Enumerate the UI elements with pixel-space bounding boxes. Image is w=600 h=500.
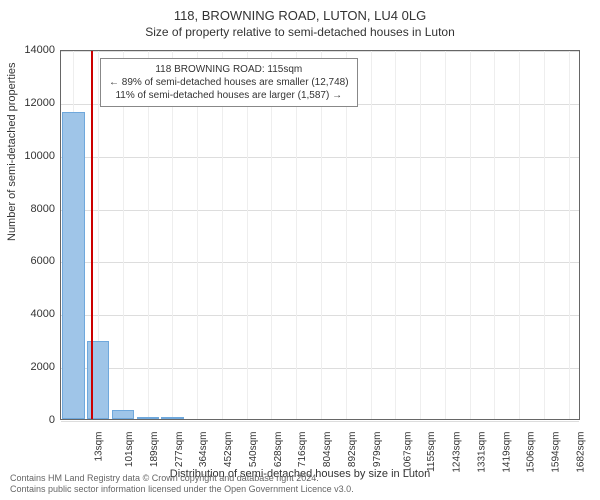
- x-tick-label: 364sqm: [199, 432, 210, 468]
- x-tick-label: 189sqm: [149, 432, 160, 468]
- gridline-v: [544, 51, 545, 419]
- gridline-v: [395, 51, 396, 419]
- gridline-v: [371, 51, 372, 419]
- x-tick-label: 1594sqm: [551, 432, 562, 473]
- gridline-h: [61, 210, 579, 211]
- x-tick-label: 716sqm: [298, 432, 309, 468]
- x-tick-label: 1419sqm: [501, 432, 512, 473]
- footer-line2: Contains public sector information licen…: [10, 484, 354, 496]
- annotation-line3: 11% of semi-detached houses are larger (…: [109, 89, 349, 102]
- annotation-box: 118 BROWNING ROAD: 115sqm ← 89% of semi-…: [100, 58, 358, 107]
- y-tick-label: 2000: [31, 361, 55, 373]
- annotation-line1: 118 BROWNING ROAD: 115sqm: [109, 63, 349, 76]
- gridline-h: [61, 157, 579, 158]
- y-tick-label: 12000: [24, 97, 55, 109]
- gridline-h: [61, 51, 579, 52]
- chart-area: 02000400060008000100001200014000 13sqm10…: [60, 50, 580, 420]
- y-tick-label: 14000: [24, 44, 55, 56]
- page-title: 118, BROWNING ROAD, LUTON, LU4 0LG: [0, 8, 600, 23]
- gridline-v: [445, 51, 446, 419]
- x-tick-label: 892sqm: [347, 432, 358, 468]
- x-tick-label: 628sqm: [273, 432, 284, 468]
- gridline-v: [569, 51, 570, 419]
- chart-subtitle: Size of property relative to semi-detach…: [0, 25, 600, 39]
- x-tick-label: 540sqm: [248, 432, 259, 468]
- bar: [161, 417, 183, 419]
- marker-line: [91, 51, 93, 419]
- gridline-v: [420, 51, 421, 419]
- y-tick-label: 10000: [24, 150, 55, 162]
- x-tick-label: 979sqm: [372, 432, 383, 468]
- gridline-h: [61, 262, 579, 263]
- gridline-v: [494, 51, 495, 419]
- x-tick-label: 1506sqm: [526, 432, 537, 473]
- x-tick-label: 1331sqm: [476, 432, 487, 473]
- x-tick-label: 1067sqm: [402, 432, 413, 473]
- y-tick-label: 4000: [31, 308, 55, 320]
- footer-credits: Contains HM Land Registry data © Crown c…: [10, 473, 354, 496]
- gridline-h: [61, 421, 579, 422]
- gridline-h: [61, 368, 579, 369]
- y-tick-label: 6000: [31, 255, 55, 267]
- x-tick-label: 452sqm: [223, 432, 234, 468]
- x-tick-label: 277sqm: [174, 432, 185, 468]
- footer-line1: Contains HM Land Registry data © Crown c…: [10, 473, 354, 485]
- bar: [137, 417, 159, 419]
- x-tick-label: 1682sqm: [575, 432, 586, 473]
- bar: [112, 410, 134, 419]
- y-axis-label: Number of semi-detached properties: [6, 62, 18, 241]
- x-tick-label: 1243sqm: [452, 432, 463, 473]
- bar: [62, 112, 84, 419]
- x-tick-label: 101sqm: [124, 432, 135, 468]
- y-tick-label: 0: [49, 414, 55, 426]
- annotation-line2: ← 89% of semi-detached houses are smalle…: [109, 76, 349, 89]
- y-tick-label: 8000: [31, 203, 55, 215]
- x-tick-label: 804sqm: [322, 432, 333, 468]
- gridline-h: [61, 315, 579, 316]
- x-tick-label: 13sqm: [94, 432, 105, 462]
- x-tick-label: 1155sqm: [426, 432, 437, 472]
- gridline-v: [470, 51, 471, 419]
- gridline-v: [519, 51, 520, 419]
